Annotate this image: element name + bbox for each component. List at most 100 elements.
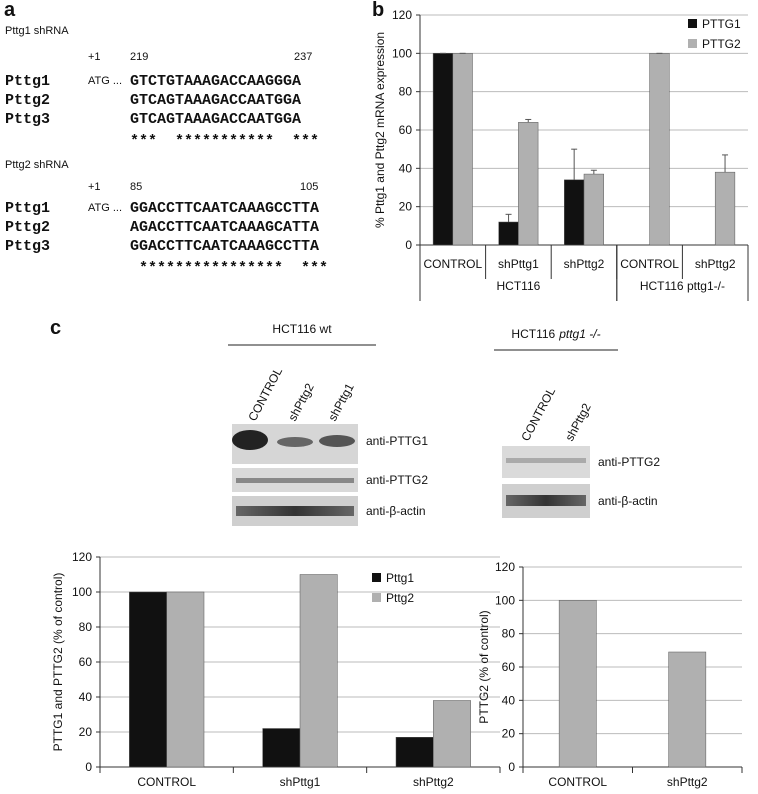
- antibody: anti-PTTG1: [366, 434, 428, 448]
- position: +1: [88, 51, 101, 63]
- y-tick-label: 120: [72, 550, 92, 564]
- prefix: ATG ...: [88, 75, 122, 87]
- bar: [714, 171, 736, 246]
- bar: [498, 221, 519, 246]
- y-tick-label: 60: [79, 655, 93, 669]
- y-tick-label: 0: [508, 760, 515, 774]
- x-tick-label: shPttg2: [667, 775, 708, 789]
- bar: [433, 700, 471, 768]
- x-tick-label: shPttg2: [695, 257, 736, 271]
- band: [319, 435, 355, 447]
- group-label: HCT116 pttg1-/-: [640, 279, 725, 293]
- panel-label: c: [50, 317, 61, 339]
- sequence: GGACCTTCAATCAAAGCCTTA: [130, 200, 319, 217]
- position: 85: [130, 181, 142, 193]
- legend-label: PTTG1: [702, 17, 741, 31]
- y-tick-label: 80: [79, 620, 93, 634]
- y-axis-label: % Pttg1 and Pttg2 mRNA expression: [373, 32, 387, 228]
- row-name: Pttg1: [5, 200, 50, 217]
- x-tick-label: shPttg2: [564, 257, 605, 271]
- sequence: GTCAGTAAAGACCAATGGA: [130, 111, 301, 128]
- title-part: pttg1 -/-: [558, 327, 600, 341]
- bar: [129, 591, 167, 768]
- antibody: anti-β-actin: [598, 494, 658, 508]
- antibody: anti-β-actin: [366, 504, 426, 518]
- y-tick-label: 120: [392, 8, 412, 22]
- x-tick-label: CONTROL: [423, 257, 482, 271]
- lane-label: shPttg2: [562, 401, 594, 444]
- y-tick-label: 100: [392, 46, 412, 60]
- band: [506, 458, 586, 463]
- blot-title: HCT116 wt: [272, 322, 332, 336]
- position: 219: [130, 51, 148, 63]
- bar: [432, 53, 454, 246]
- legend-swatch: [372, 593, 381, 602]
- band: [277, 437, 313, 447]
- sequence: GGACCTTCAATCAAAGCCTTA: [130, 238, 319, 255]
- x-tick-label: CONTROL: [548, 775, 607, 789]
- y-tick-label: 20: [502, 727, 516, 741]
- legend-swatch: [372, 573, 381, 582]
- lane-label: CONTROL: [518, 385, 558, 444]
- sequence: AGACCTTCAATCAAAGCATTA: [130, 219, 319, 236]
- x-tick-label: shPttg2: [413, 775, 454, 789]
- bar: [299, 574, 338, 768]
- lane-label: shPttg1: [325, 381, 357, 424]
- blot-title: HCT116 pttg1 -/-: [511, 327, 600, 341]
- bar: [395, 737, 434, 768]
- panel-label: a: [4, 0, 16, 21]
- band: [232, 430, 268, 450]
- band: [236, 506, 354, 516]
- y-tick-label: 80: [399, 85, 413, 99]
- bar: [558, 600, 597, 768]
- bar: [262, 728, 301, 768]
- conservation: *** *********** ***: [130, 133, 319, 150]
- legend-label: PTTG2: [702, 37, 741, 51]
- y-tick-label: 100: [72, 585, 92, 599]
- y-tick-label: 100: [495, 593, 515, 607]
- band: [236, 478, 354, 483]
- row-name: Pttg3: [5, 238, 50, 255]
- y-tick-label: 20: [399, 200, 413, 214]
- y-tick-label: 120: [495, 560, 515, 574]
- panel-label: b: [372, 0, 384, 21]
- antibody: anti-PTTG2: [598, 455, 660, 469]
- band: [506, 495, 586, 506]
- row-name: Pttg2: [5, 92, 50, 109]
- y-tick-label: 40: [79, 690, 93, 704]
- group-label: HCT116: [497, 279, 541, 293]
- x-tick-label: shPttg1: [498, 257, 539, 271]
- y-tick-label: 80: [502, 627, 516, 641]
- bar: [518, 122, 539, 246]
- sequence: GTCTGTAAAGACCAAGGGA: [130, 73, 301, 90]
- conservation: **************** ***: [139, 260, 328, 277]
- block-title: Pttg2 shRNA: [5, 159, 69, 171]
- prefix: ATG ...: [88, 202, 122, 214]
- legend-label: Pttg1: [386, 571, 414, 585]
- bar: [583, 173, 604, 246]
- y-tick-label: 60: [502, 660, 516, 674]
- legend-swatch: [688, 19, 697, 28]
- bar: [166, 591, 205, 768]
- bar: [649, 53, 670, 246]
- bar: [452, 53, 473, 246]
- block-title: Pttg1 shRNA: [5, 25, 69, 37]
- antibody: anti-PTTG2: [366, 473, 428, 487]
- x-tick-label: CONTROL: [620, 257, 679, 271]
- x-tick-label: CONTROL: [137, 775, 196, 789]
- y-tick-label: 0: [405, 238, 412, 252]
- position: 105: [300, 181, 318, 193]
- legend-label: Pttg2: [386, 591, 414, 605]
- y-tick-label: 0: [85, 760, 92, 774]
- y-axis-label: PTTG1 and PTTG2 (% of control): [51, 573, 65, 752]
- title-part: HCT116: [511, 327, 555, 341]
- row-name: Pttg1: [5, 73, 50, 90]
- lane-label: shPttg2: [285, 381, 317, 424]
- row-name: Pttg2: [5, 219, 50, 236]
- y-tick-label: 20: [79, 725, 93, 739]
- legend-swatch: [688, 39, 697, 48]
- lane-label: CONTROL: [245, 365, 285, 424]
- position: +1: [88, 181, 101, 193]
- y-tick-label: 40: [502, 693, 516, 707]
